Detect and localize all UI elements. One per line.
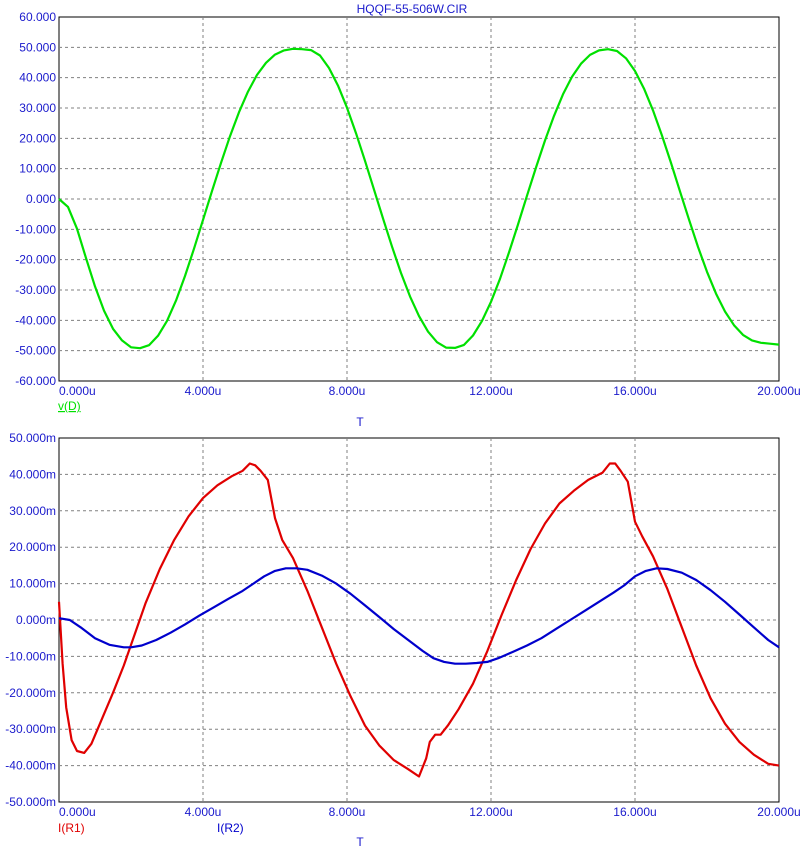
bottom-y-tick-label: -20.000m	[5, 686, 56, 700]
top-y-tick-label: -50.000	[15, 344, 56, 358]
top-y-tick-label: 40.000	[19, 71, 56, 85]
top-y-tick-label: -20.000	[15, 253, 56, 267]
bottom-y-tick-label: 0.000m	[16, 613, 56, 627]
top-x-tick-label: 20.000u	[757, 384, 800, 398]
top-y-tick-label: -30.000	[15, 283, 56, 297]
bottom-y-tick-label: 50.000m	[9, 431, 56, 445]
top-series-v-d	[58, 47, 780, 350]
bottom-x-tick-label: 12.000u	[469, 805, 512, 819]
top-x-tick-label: 8.000u	[329, 384, 366, 398]
bottom-x-axis-label: T	[356, 835, 364, 849]
bottom-x-tick-label: 0.000u	[59, 805, 96, 819]
top-x-axis-label: T	[356, 415, 364, 429]
top-y-tick-label: -60.000	[15, 374, 56, 388]
top-x-tick-label: 12.000u	[469, 384, 512, 398]
top-y-tick-label: 50.000	[19, 40, 56, 54]
legend-i-r1[interactable]: I(R1)	[58, 821, 85, 835]
top-x-tick-label: 4.000u	[185, 384, 222, 398]
bottom-x-tick-label: 8.000u	[329, 805, 366, 819]
bottom-x-tick-label: 20.000u	[757, 805, 800, 819]
top-y-tick-label: 20.000	[19, 131, 56, 145]
top-x-tick-label: 0.000u	[59, 384, 96, 398]
bottom-y-tick-label: -40.000m	[5, 759, 56, 773]
legend-v-d[interactable]: v(D)	[58, 399, 81, 413]
bottom-y-tick-label: -10.000m	[5, 649, 56, 663]
top-y-tick-label: -40.000	[15, 313, 56, 327]
top-panel: 60.000 50.000 40.000 30.000 20.000 10.000 0.00…	[15, 10, 800, 398]
chart-title: HQQF-55-506W.CIR	[357, 2, 468, 16]
top-y-tick-label: 30.000	[19, 101, 56, 115]
top-y-tick-label: 10.000	[19, 162, 56, 176]
bottom-y-tick-label: 40.000m	[9, 467, 56, 481]
legend-i-r2[interactable]: I(R2)	[217, 821, 244, 835]
top-y-tick-label: -10.000	[15, 222, 56, 236]
bottom-panel: 50.000m 40.000m 30.000m 20.000m 10.000m 0.000…	[5, 431, 800, 819]
bottom-x-tick-label: 4.000u	[185, 805, 222, 819]
top-y-tick-label: 0.000	[26, 192, 56, 206]
bottom-series-i-r2	[58, 567, 780, 665]
bottom-y-tick-label: 10.000m	[9, 577, 56, 591]
top-x-tick-label: 16.000u	[613, 384, 656, 398]
bottom-x-tick-label: 16.000u	[613, 805, 656, 819]
bottom-y-tick-label: 30.000m	[9, 504, 56, 518]
bottom-y-tick-label: -50.000m	[5, 795, 56, 809]
bottom-series-i-r1	[57, 462, 780, 778]
top-y-tick-label: 60.000	[19, 10, 56, 24]
bottom-y-tick-label: 20.000m	[9, 540, 56, 554]
bottom-y-tick-label: -30.000m	[5, 722, 56, 736]
